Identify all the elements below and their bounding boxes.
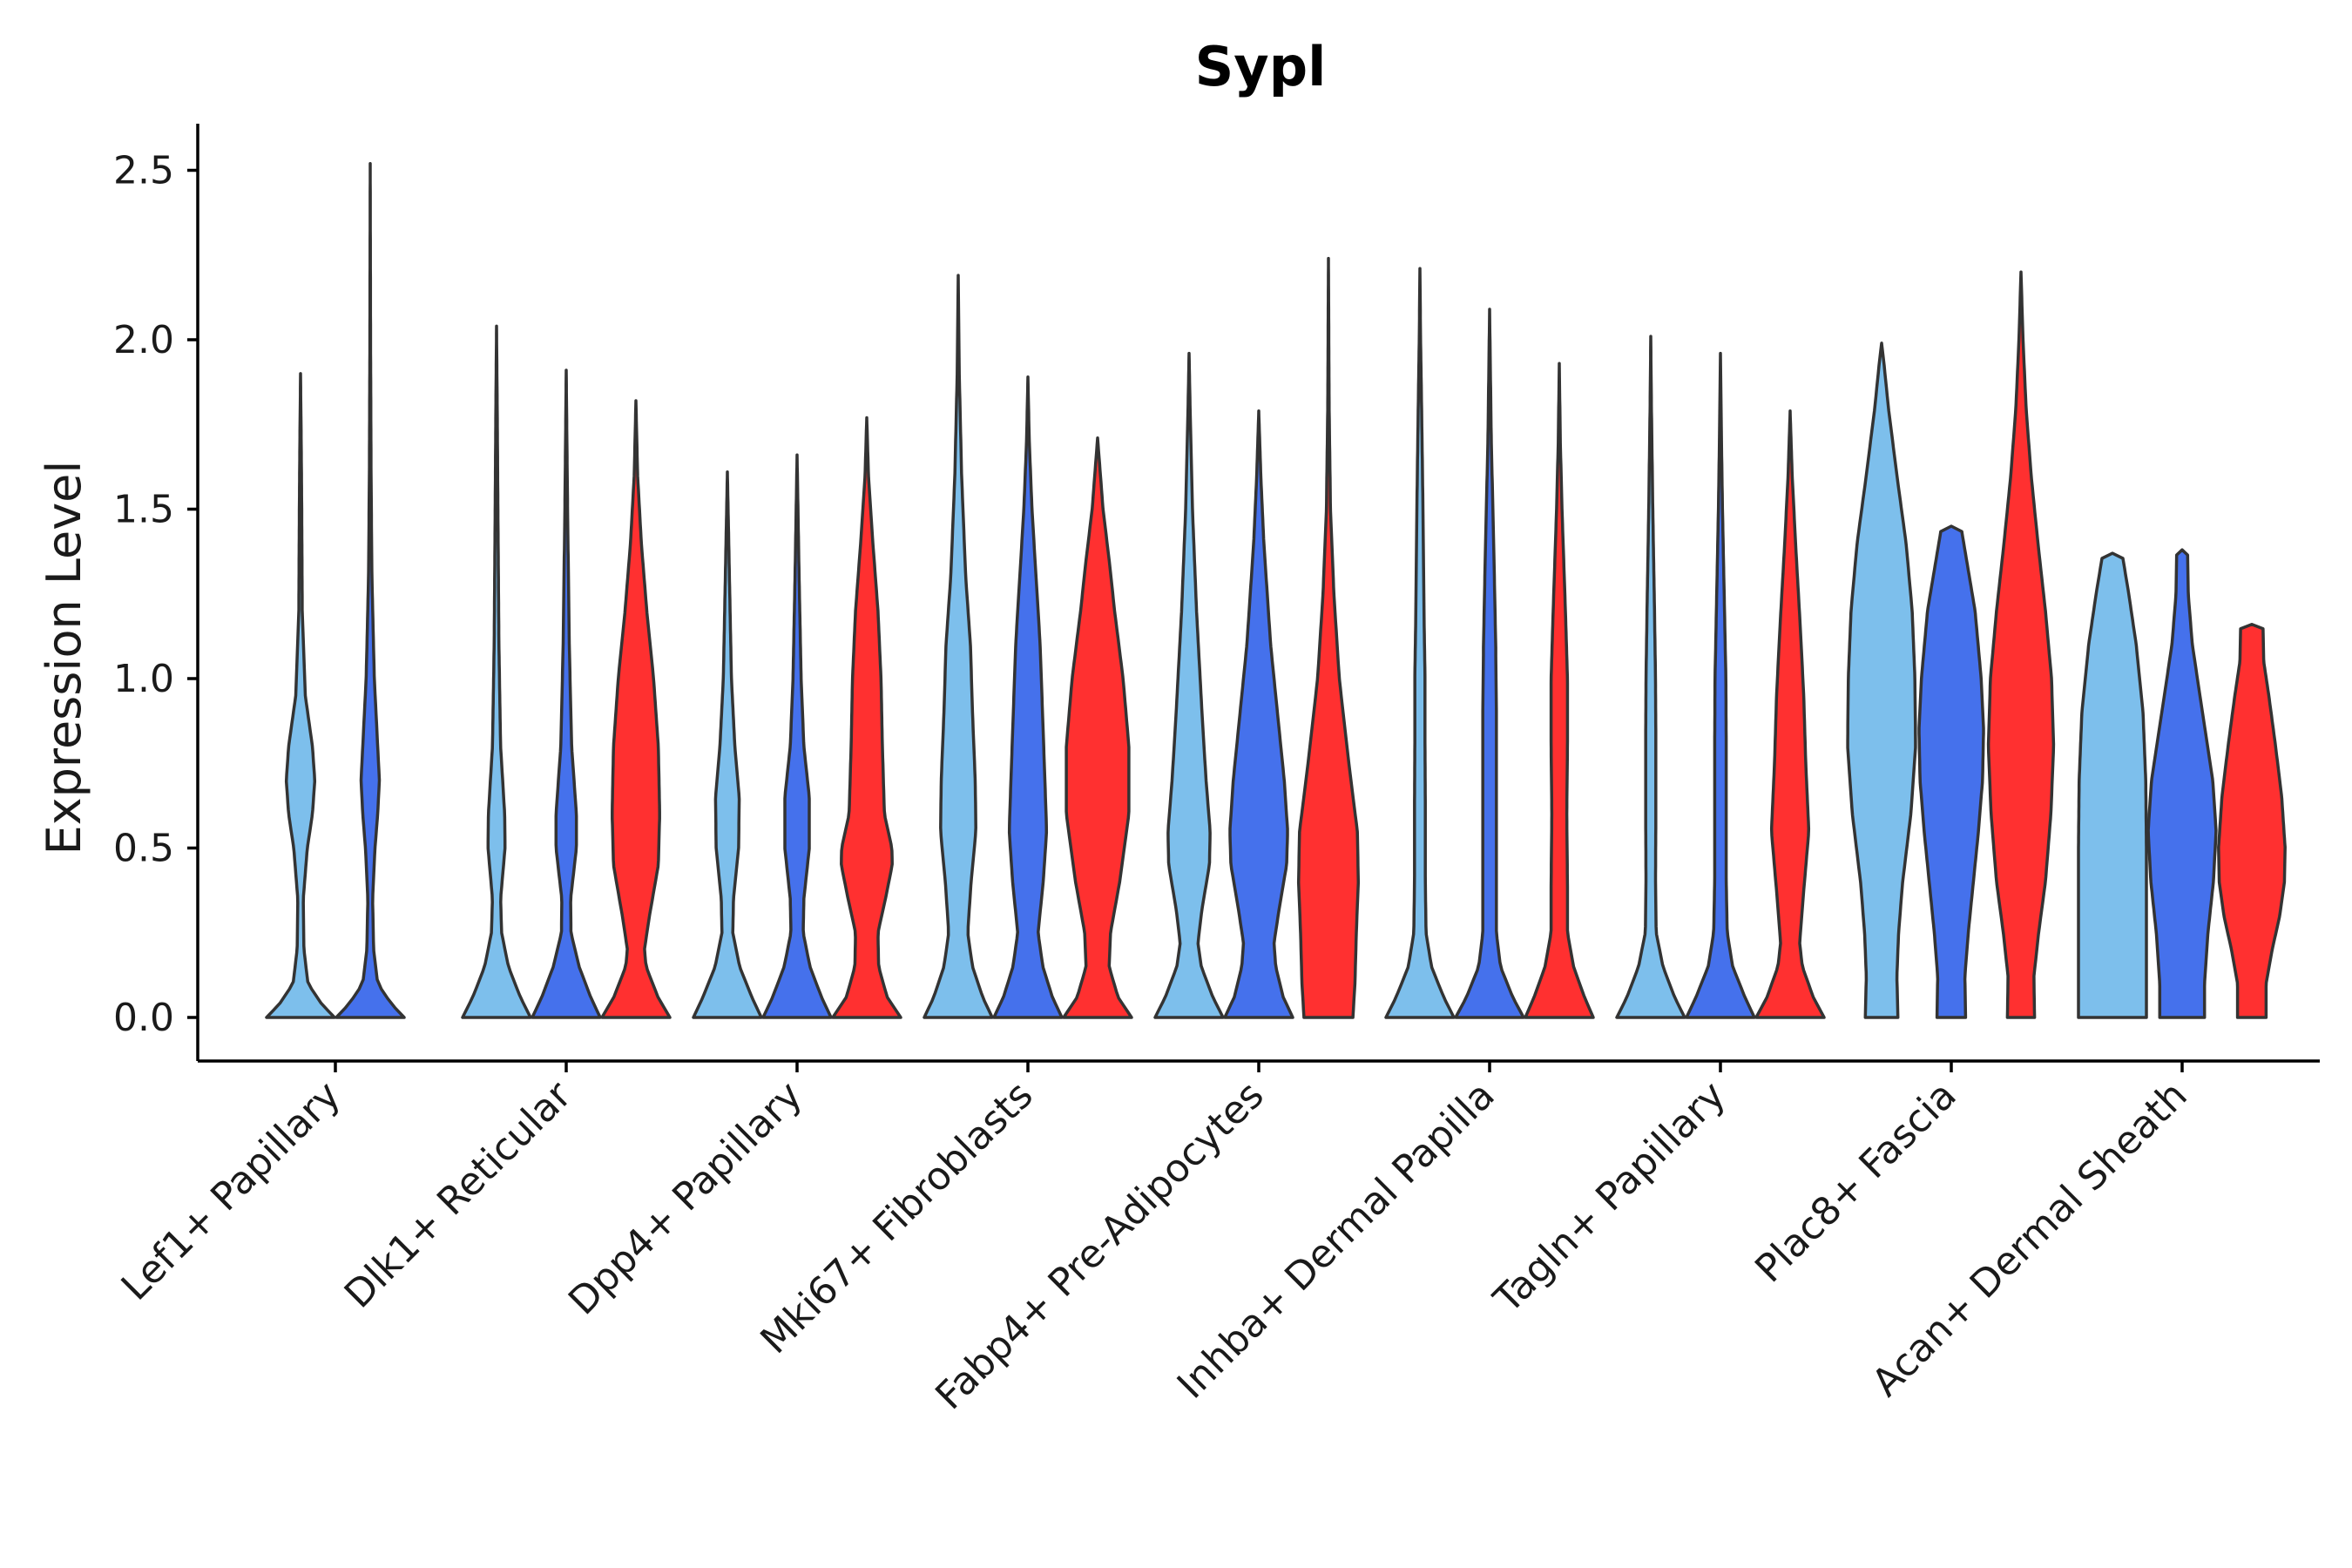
plot-area xyxy=(265,161,2287,1019)
violin-4-2 xyxy=(992,375,1064,1019)
violin-2-1 xyxy=(461,324,532,1019)
y-tick-label: 1.5 xyxy=(113,488,174,532)
violin-3-3 xyxy=(831,416,902,1019)
y-tick-label: 2.5 xyxy=(113,149,174,193)
violin-7-1 xyxy=(1615,335,1686,1019)
violin-8-2 xyxy=(1917,524,1985,1019)
x-tick-label: Tagln+ Papillary xyxy=(1485,1073,1734,1322)
violin-5-3 xyxy=(1296,256,1361,1019)
violin-3-2 xyxy=(761,453,833,1019)
violin-8-3 xyxy=(1986,270,2056,1019)
y-tick-label: 1.0 xyxy=(113,657,174,701)
x-tick-label: Plac8+ Fascia xyxy=(1747,1073,1965,1292)
violin-2-3 xyxy=(600,399,672,1019)
y-axis-title: Expression Level xyxy=(37,461,91,855)
violin-9-1 xyxy=(2077,551,2148,1019)
violin-3-1 xyxy=(692,470,763,1019)
x-tick-label: Dlk1+ Reticular xyxy=(336,1072,581,1317)
chart-title: Sypl xyxy=(1195,35,1327,98)
x-tick-label: Dpp4+ Papillary xyxy=(560,1073,811,1324)
violin-2-2 xyxy=(531,368,602,1019)
violin-6-2 xyxy=(1454,308,1525,1019)
violin-1-1 xyxy=(265,372,336,1019)
violin-9-2 xyxy=(2146,548,2218,1019)
violin-9-3 xyxy=(2217,623,2287,1019)
violin-4-1 xyxy=(923,274,994,1019)
violin-6-1 xyxy=(1384,267,1456,1019)
y-axis-ticks: 0.0 0.5 1.0 1.5 2.0 2.5 xyxy=(113,149,198,1040)
violin-7-2 xyxy=(1685,351,1756,1019)
violin-5-1 xyxy=(1153,351,1225,1019)
y-tick-label: 2.0 xyxy=(113,318,174,362)
y-tick-label: 0.5 xyxy=(113,827,174,871)
violin-4-3 xyxy=(1062,436,1133,1019)
violin-1-2 xyxy=(335,161,406,1019)
violin-8-1 xyxy=(1846,341,1917,1019)
violin-5-2 xyxy=(1223,409,1294,1019)
x-tick-label: Lef1+ Papillary xyxy=(113,1073,349,1309)
y-tick-label: 0.0 xyxy=(113,996,174,1040)
violin-7-3 xyxy=(1754,409,1826,1019)
violin-6-3 xyxy=(1524,362,1595,1019)
